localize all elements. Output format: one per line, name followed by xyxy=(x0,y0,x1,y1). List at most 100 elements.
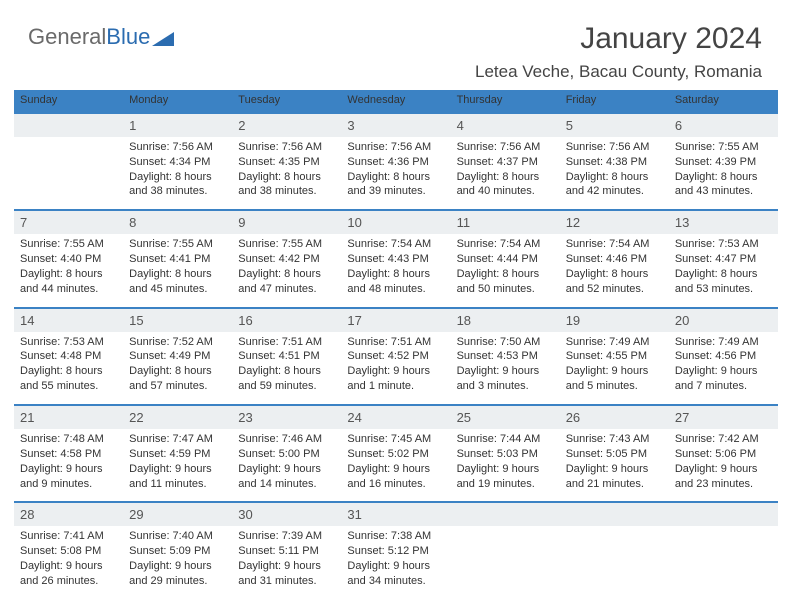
day-info-line: Sunrise: 7:49 AM xyxy=(675,335,772,350)
day-cell: Sunrise: 7:39 AMSunset: 5:11 PMDaylight:… xyxy=(232,526,341,594)
day-info-line: Sunrise: 7:46 AM xyxy=(238,432,335,447)
day-cell: Sunrise: 7:50 AMSunset: 4:53 PMDaylight:… xyxy=(451,332,560,400)
daynum-row: 14151617181920 xyxy=(14,309,778,332)
dayname-header: Monday xyxy=(123,90,232,114)
day-info-line: Sunrise: 7:54 AM xyxy=(566,237,663,252)
daynum-row: 28293031 xyxy=(14,503,778,526)
day-cell: Sunrise: 7:55 AMSunset: 4:40 PMDaylight:… xyxy=(14,234,123,302)
day-number: 15 xyxy=(123,309,232,332)
day-info-line: Daylight: 9 hours xyxy=(675,462,772,477)
day-info-line: Sunrise: 7:53 AM xyxy=(20,335,117,350)
day-cell: Sunrise: 7:38 AMSunset: 5:12 PMDaylight:… xyxy=(341,526,450,594)
day-info-line: Sunrise: 7:56 AM xyxy=(129,140,226,155)
day-info-line: Daylight: 8 hours xyxy=(20,267,117,282)
day-number: 24 xyxy=(341,406,450,429)
day-info-line: Sunset: 5:12 PM xyxy=(347,544,444,559)
day-info-line: Daylight: 8 hours xyxy=(675,170,772,185)
day-info-line: Daylight: 9 hours xyxy=(20,559,117,574)
day-cell: Sunrise: 7:53 AMSunset: 4:48 PMDaylight:… xyxy=(14,332,123,400)
day-number: 13 xyxy=(669,211,778,234)
day-info-line: Sunset: 4:42 PM xyxy=(238,252,335,267)
day-cell: Sunrise: 7:51 AMSunset: 4:52 PMDaylight:… xyxy=(341,332,450,400)
day-cell: Sunrise: 7:55 AMSunset: 4:42 PMDaylight:… xyxy=(232,234,341,302)
dayname-header: Friday xyxy=(560,90,669,114)
day-info-line: Sunset: 4:46 PM xyxy=(566,252,663,267)
dayname-header: Wednesday xyxy=(341,90,450,114)
day-cell xyxy=(669,526,778,594)
day-cell: Sunrise: 7:48 AMSunset: 4:58 PMDaylight:… xyxy=(14,429,123,497)
day-info-line: Daylight: 8 hours xyxy=(238,170,335,185)
day-cell: Sunrise: 7:54 AMSunset: 4:43 PMDaylight:… xyxy=(341,234,450,302)
day-cell: Sunrise: 7:43 AMSunset: 5:05 PMDaylight:… xyxy=(560,429,669,497)
day-info-line: Sunset: 4:44 PM xyxy=(457,252,554,267)
day-info-line: and 52 minutes. xyxy=(566,282,663,297)
day-cell: Sunrise: 7:47 AMSunset: 4:59 PMDaylight:… xyxy=(123,429,232,497)
day-info-line: Sunrise: 7:42 AM xyxy=(675,432,772,447)
logo-text-1: General xyxy=(28,24,106,50)
day-cell: Sunrise: 7:44 AMSunset: 5:03 PMDaylight:… xyxy=(451,429,560,497)
day-info-line: Daylight: 8 hours xyxy=(129,170,226,185)
day-info-line: Sunset: 4:38 PM xyxy=(566,155,663,170)
day-info-line: Daylight: 8 hours xyxy=(129,364,226,379)
day-info-line: Sunset: 4:41 PM xyxy=(129,252,226,267)
day-number: 6 xyxy=(669,114,778,137)
day-info-line: and 50 minutes. xyxy=(457,282,554,297)
day-info-line: Sunset: 4:40 PM xyxy=(20,252,117,267)
calendar: SundayMondayTuesdayWednesdayThursdayFrid… xyxy=(14,90,778,595)
day-info-line: and 57 minutes. xyxy=(129,379,226,394)
day-info-line: Sunrise: 7:43 AM xyxy=(566,432,663,447)
day-cell: Sunrise: 7:40 AMSunset: 5:09 PMDaylight:… xyxy=(123,526,232,594)
day-info-line: Daylight: 9 hours xyxy=(238,559,335,574)
day-info-line: and 38 minutes. xyxy=(238,184,335,199)
day-info-line: and 44 minutes. xyxy=(20,282,117,297)
week-data-row: Sunrise: 7:41 AMSunset: 5:08 PMDaylight:… xyxy=(14,526,778,594)
day-info-line: and 34 minutes. xyxy=(347,574,444,589)
day-info-line: Sunset: 4:37 PM xyxy=(457,155,554,170)
day-cell: Sunrise: 7:49 AMSunset: 4:56 PMDaylight:… xyxy=(669,332,778,400)
day-info-line: Sunset: 4:35 PM xyxy=(238,155,335,170)
day-number: 29 xyxy=(123,503,232,526)
day-info-line: Daylight: 9 hours xyxy=(347,462,444,477)
day-cell: Sunrise: 7:51 AMSunset: 4:51 PMDaylight:… xyxy=(232,332,341,400)
day-number: 16 xyxy=(232,309,341,332)
day-info-line: Sunset: 4:34 PM xyxy=(129,155,226,170)
day-info-line: and 21 minutes. xyxy=(566,477,663,492)
day-info-line: Sunrise: 7:55 AM xyxy=(238,237,335,252)
day-info-line: Daylight: 9 hours xyxy=(238,462,335,477)
day-info-line: Sunrise: 7:51 AM xyxy=(347,335,444,350)
day-cell: Sunrise: 7:41 AMSunset: 5:08 PMDaylight:… xyxy=(14,526,123,594)
day-info-line: Sunrise: 7:56 AM xyxy=(566,140,663,155)
day-number: 2 xyxy=(232,114,341,137)
day-info-line: Sunrise: 7:40 AM xyxy=(129,529,226,544)
day-info-line: and 23 minutes. xyxy=(675,477,772,492)
day-info-line: Sunset: 5:03 PM xyxy=(457,447,554,462)
day-number: 31 xyxy=(341,503,450,526)
day-number: 11 xyxy=(451,211,560,234)
daynum-row: 21222324252627 xyxy=(14,406,778,429)
day-number: 18 xyxy=(451,309,560,332)
day-cell: Sunrise: 7:45 AMSunset: 5:02 PMDaylight:… xyxy=(341,429,450,497)
day-cell: Sunrise: 7:56 AMSunset: 4:34 PMDaylight:… xyxy=(123,137,232,205)
day-info-line: Sunset: 5:06 PM xyxy=(675,447,772,462)
day-number: 28 xyxy=(14,503,123,526)
day-number: 23 xyxy=(232,406,341,429)
day-info-line: Daylight: 9 hours xyxy=(347,364,444,379)
day-info-line: Daylight: 8 hours xyxy=(238,364,335,379)
day-info-line: Daylight: 9 hours xyxy=(347,559,444,574)
day-number: 12 xyxy=(560,211,669,234)
week-data-row: Sunrise: 7:53 AMSunset: 4:48 PMDaylight:… xyxy=(14,332,778,400)
day-info-line: Daylight: 9 hours xyxy=(675,364,772,379)
dayname-header-row: SundayMondayTuesdayWednesdayThursdayFrid… xyxy=(14,90,778,114)
day-info-line: Sunset: 4:39 PM xyxy=(675,155,772,170)
dayname-header: Saturday xyxy=(669,90,778,114)
day-number: 20 xyxy=(669,309,778,332)
day-cell: Sunrise: 7:53 AMSunset: 4:47 PMDaylight:… xyxy=(669,234,778,302)
dayname-header: Thursday xyxy=(451,90,560,114)
day-info-line: Sunrise: 7:56 AM xyxy=(457,140,554,155)
logo-triangle-icon xyxy=(152,28,174,46)
logo-text-2: Blue xyxy=(106,24,150,50)
day-info-line: Sunrise: 7:44 AM xyxy=(457,432,554,447)
day-info-line: Daylight: 8 hours xyxy=(20,364,117,379)
day-info-line: Daylight: 9 hours xyxy=(129,462,226,477)
day-info-line: and 19 minutes. xyxy=(457,477,554,492)
